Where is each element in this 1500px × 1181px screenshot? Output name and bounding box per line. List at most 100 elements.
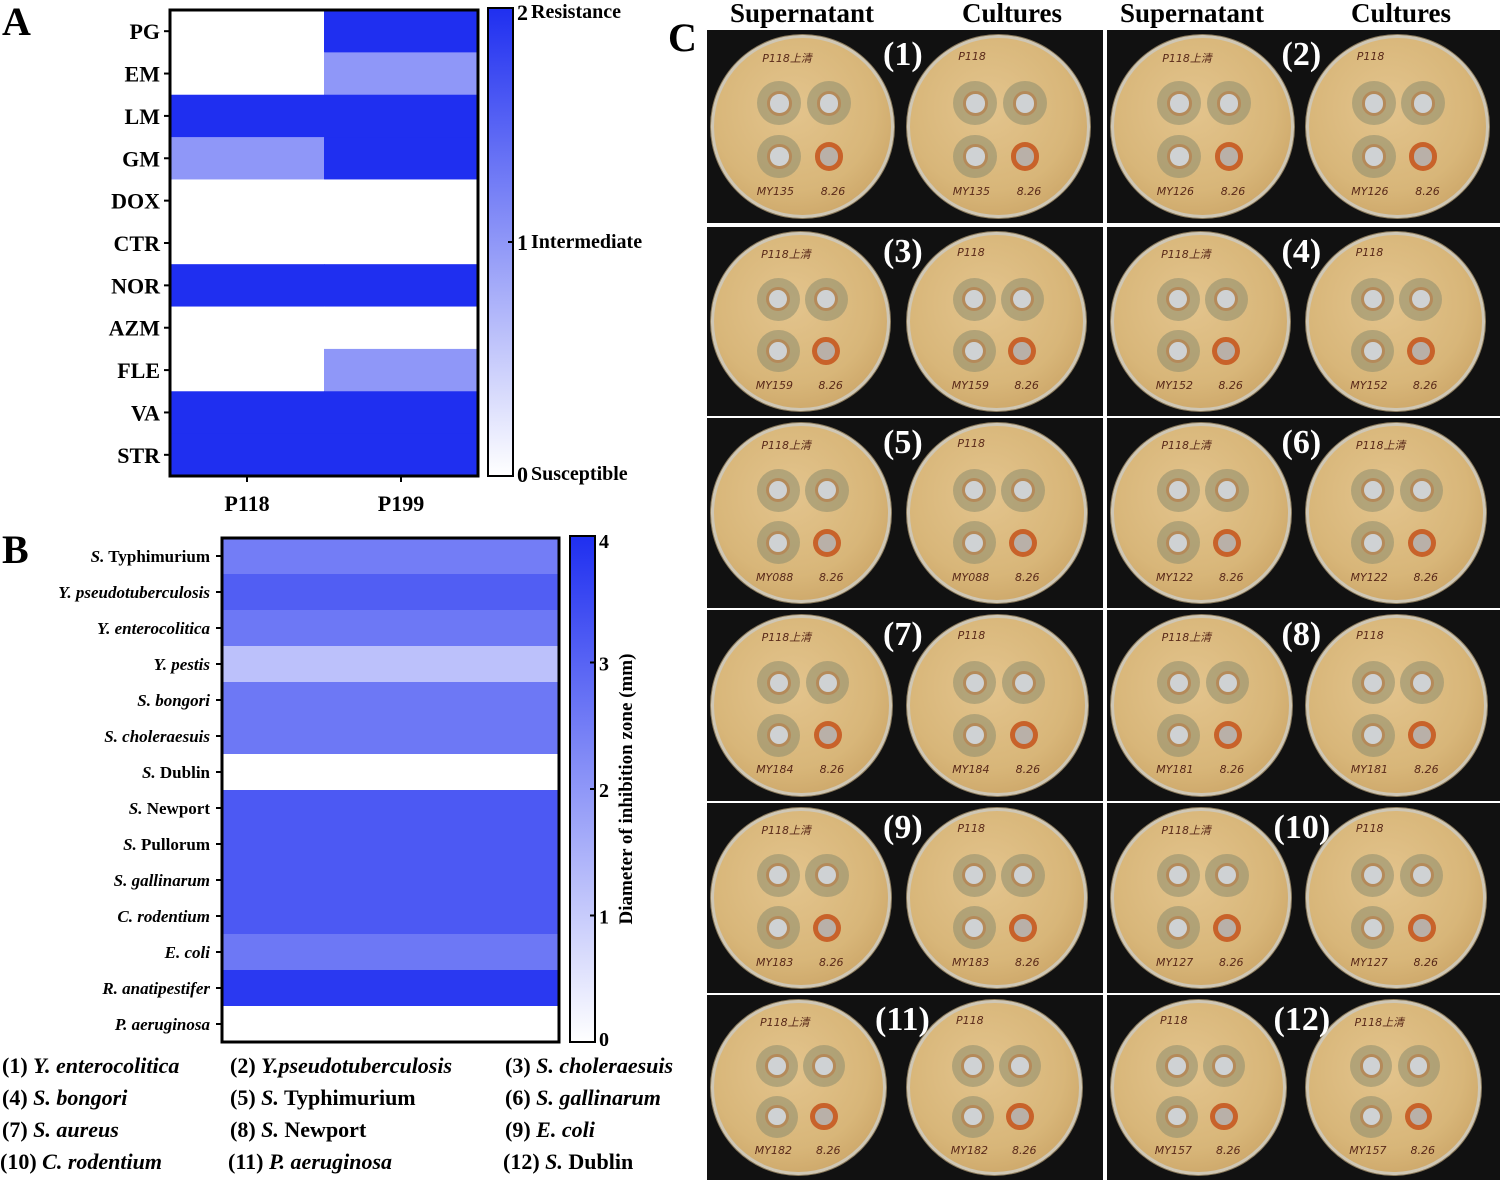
plate-label-top: P118上清	[1355, 439, 1406, 453]
agar-well	[1414, 147, 1433, 166]
petri-dish: P118 MY181 8.26	[1305, 615, 1487, 796]
agar-well	[1218, 726, 1237, 745]
heatmap-b-row-label: Y. pseudotuberculosis	[58, 583, 210, 602]
plate-label-top: P118	[957, 437, 986, 451]
heatmap-a-cell	[324, 52, 479, 96]
sample-legend-item: (11) P. aeruginosa	[228, 1149, 393, 1174]
heatmap-a-cell	[170, 10, 325, 53]
agar-well	[818, 673, 837, 692]
heatmap-a-row-label: CTR	[114, 231, 162, 256]
plate-label-id: MY126	[1351, 185, 1389, 199]
heatmap-a-row-label: LM	[125, 104, 161, 129]
plate-label-id: MY127	[1350, 955, 1388, 969]
heatmap-b-row-label: S. gallinarum	[114, 871, 210, 890]
plate-photo: P118上清 MY159 8.26 P118 MY159 8.26 (3)	[707, 227, 1103, 416]
heatmap-b-row-label: S. Dublin	[142, 763, 211, 782]
agar-well	[769, 726, 788, 745]
colorbar-a-level-label: Resistance	[531, 1, 621, 23]
plate-label-top: P118	[957, 629, 986, 643]
colorbar-a	[487, 7, 514, 477]
plate-label-id: MY183	[952, 955, 990, 969]
heatmap-b-cell	[222, 1006, 559, 1043]
agar-well	[1014, 481, 1032, 500]
agar-well	[1011, 1107, 1029, 1126]
sample-number: (10)	[1273, 809, 1331, 846]
sample-legend: (1) Y. enterocolitica (2) Y.pseudotubercu…	[0, 1053, 705, 1181]
plate-label-date: 8.26	[1220, 185, 1246, 199]
agar-well	[1217, 342, 1236, 360]
agar-well	[1168, 1057, 1186, 1075]
sample-number: (12)	[1273, 1001, 1331, 1038]
agar-well	[1218, 533, 1236, 552]
agar-well	[819, 94, 838, 113]
petri-dish: P118 MY126 8.26	[1305, 35, 1489, 218]
heatmap-b-row-label: S. bongori	[137, 691, 210, 710]
heatmap-a-cell	[324, 348, 479, 392]
agar-well	[965, 533, 984, 552]
sample-number: (11)	[875, 1001, 930, 1038]
plate-label-top: P118上清	[761, 631, 812, 645]
agar-well	[818, 866, 836, 885]
agar-well	[1412, 533, 1431, 552]
agar-well	[1217, 290, 1236, 308]
sample-legend-item: (4) S. bongori	[2, 1085, 128, 1110]
sample-legend-item: (3) S. choleraesuis	[505, 1053, 674, 1078]
agar-well	[1015, 94, 1034, 113]
petri-dish: P118上清 MY182 8.26	[711, 1000, 886, 1175]
plate-label-date: 8.26	[1015, 763, 1041, 777]
heatmap-b-cell	[222, 934, 559, 971]
heatmap-a-cell	[324, 433, 479, 477]
sample-number: (7)	[883, 616, 923, 653]
heatmap-b-cell	[222, 862, 559, 899]
heatmap-a-cell	[170, 137, 325, 180]
agar-well	[965, 342, 983, 360]
plate-label-date: 8.26	[1016, 185, 1042, 199]
panel-c-photos: Supernatant Cultures Supernatant Cultures P1…	[705, 0, 1500, 1180]
agar-well	[1169, 726, 1188, 745]
petri-dish: P118上清 MY159 8.26	[711, 232, 890, 411]
petri-dish: P118上清 MY152 8.26	[1111, 232, 1290, 411]
heatmap-a-col-label: P199	[378, 491, 424, 516]
agar-well	[965, 290, 983, 308]
plate-label-date: 8.26	[816, 1143, 841, 1157]
heatmap-a-cell	[170, 391, 325, 435]
plate-label-date: 8.26	[1015, 955, 1040, 969]
agar-well	[1364, 147, 1384, 166]
agar-well	[1411, 342, 1430, 360]
heatmap-a-cell	[170, 433, 325, 477]
agar-well	[1413, 726, 1432, 745]
petri-dish: P118 MY182 8.26	[907, 1000, 1082, 1175]
agar-well	[1412, 866, 1431, 885]
heatmap-a-cell	[324, 264, 479, 308]
colorbar-a-level-label: Intermediate	[531, 231, 642, 253]
plate-label-id: MY126	[1156, 185, 1194, 199]
agar-well	[1363, 533, 1382, 552]
colorbar-b-tick-label: 0	[599, 1029, 609, 1050]
plate-label-date: 8.26	[1413, 955, 1439, 969]
heatmap-a-row-label: DOX	[111, 189, 160, 214]
colorbar-b-title: Diameter of inhibition zone (mm)	[616, 654, 637, 925]
plate-label-date: 8.26	[819, 763, 845, 777]
agar-well	[1169, 481, 1188, 500]
petri-dish: P118上清 MY181 8.26	[1111, 615, 1292, 796]
petri-dish: P118 MY183 8.26	[907, 808, 1087, 988]
plate-photo: P118上清 MY088 8.26 P118 MY088 8.26 (5)	[707, 418, 1103, 608]
heatmap-b-row-label: R. anatipestifer	[101, 979, 210, 998]
plate-label-date: 8.26	[1219, 955, 1244, 969]
plate-label-id: MY182	[950, 1143, 988, 1157]
plate-photo: P118上清 MY127 8.26 P118 MY127 8.26 (10)	[1107, 803, 1500, 993]
heatmap-a-row-label: EM	[125, 62, 161, 87]
petri-dish: P118 MY184 8.26	[907, 615, 1088, 796]
colorbar-b-tick-label: 3	[599, 654, 609, 676]
agar-well	[769, 533, 788, 552]
plate-label-date: 8.26	[819, 570, 844, 584]
plate-label-top: P118上清	[760, 1016, 810, 1029]
agar-well	[769, 481, 788, 500]
agar-well	[1170, 147, 1189, 166]
agar-well	[818, 533, 836, 552]
plate-photo: P118上清 MY183 8.26 P118 MY183 8.26 (9)	[707, 803, 1103, 993]
petri-dish: P118上清 MY122 8.26	[1111, 423, 1291, 603]
agar-well	[1013, 342, 1032, 360]
plate-label-date: 8.26	[1012, 1143, 1037, 1157]
agar-well	[1363, 342, 1382, 360]
